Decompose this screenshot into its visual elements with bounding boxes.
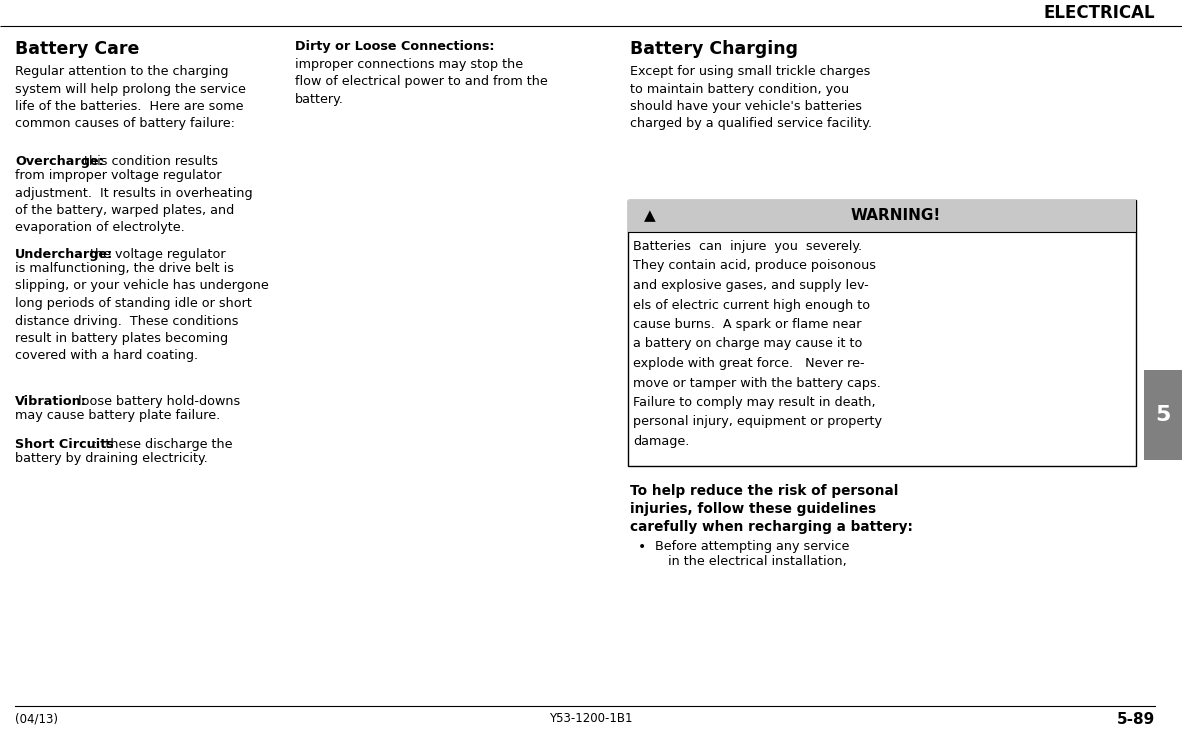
Bar	[628, 200, 1136, 232]
Text: cause burns.  A spark or flame near: cause burns. A spark or flame near	[634, 318, 862, 331]
Text: explode with great force.   Never re-: explode with great force. Never re-	[634, 357, 864, 370]
Text: They contain acid, produce poisonous: They contain acid, produce poisonous	[634, 260, 876, 272]
Bar	[1144, 370, 1182, 460]
Text: move or tamper with the battery caps.: move or tamper with the battery caps.	[634, 376, 881, 389]
Text: Vibration:: Vibration:	[15, 395, 86, 408]
Text: Batteries  can  injure  you  severely.: Batteries can injure you severely.	[634, 240, 862, 253]
Text: Except for using small trickle charges
to maintain battery condition, you
should: Except for using small trickle charges t…	[630, 65, 872, 130]
Text: 5: 5	[1155, 405, 1170, 425]
Text: Short Circuits: Short Circuits	[15, 438, 113, 451]
Text: WARNING!: WARNING!	[851, 209, 941, 223]
Text: the voltage regulator: the voltage regulator	[82, 248, 226, 261]
Text: damage.: damage.	[634, 435, 689, 448]
Text: Battery Care: Battery Care	[15, 40, 139, 58]
Text: Y53-1200-1B1: Y53-1200-1B1	[550, 712, 632, 725]
Text: To help reduce the risk of personal
injuries, follow these guidelines
carefully : To help reduce the risk of personal inju…	[630, 484, 913, 534]
Text: els of electric current high enough to: els of electric current high enough to	[634, 299, 870, 312]
Text: Before attempting any service: Before attempting any service	[655, 540, 850, 553]
Text: may cause battery plate failure.: may cause battery plate failure.	[15, 409, 220, 422]
Text: improper connections may stop the
flow of electrical power to and from the
batte: improper connections may stop the flow o…	[296, 58, 547, 106]
Text: Dirty or Loose Connections:: Dirty or Loose Connections:	[296, 40, 494, 53]
Text: personal injury, equipment or property: personal injury, equipment or property	[634, 416, 882, 428]
Text: 5-89: 5-89	[1117, 712, 1155, 726]
Text: :  these discharge the: : these discharge the	[92, 438, 232, 451]
Text: •: •	[638, 540, 647, 554]
Bar	[628, 200, 1136, 466]
Text: this condition results: this condition results	[76, 155, 217, 168]
Text: ELECTRICAL: ELECTRICAL	[1044, 4, 1155, 22]
Text: Overcharge:: Overcharge:	[15, 155, 104, 168]
Text: Undercharge:: Undercharge:	[15, 248, 113, 261]
Text: Regular attention to the charging
system will help prolong the service
life of t: Regular attention to the charging system…	[15, 65, 246, 130]
Text: loose battery hold-downs: loose battery hold-downs	[71, 395, 241, 408]
Text: from improper voltage regulator
adjustment.  It results in overheating
of the ba: from improper voltage regulator adjustme…	[15, 169, 253, 234]
Text: a battery on charge may cause it to: a battery on charge may cause it to	[634, 337, 863, 351]
Text: battery by draining electricity.: battery by draining electricity.	[15, 452, 208, 465]
Text: Failure to comply may result in death,: Failure to comply may result in death,	[634, 396, 876, 409]
Text: and explosive gases, and supply lev-: and explosive gases, and supply lev-	[634, 279, 869, 292]
Text: ▲: ▲	[644, 209, 656, 223]
Text: Battery Charging: Battery Charging	[630, 40, 798, 58]
Text: (04/13): (04/13)	[15, 712, 58, 725]
Text: in the electrical installation,: in the electrical installation,	[668, 555, 846, 568]
Text: is malfunctioning, the drive belt is
slipping, or your vehicle has undergone
lon: is malfunctioning, the drive belt is sli…	[15, 262, 268, 362]
